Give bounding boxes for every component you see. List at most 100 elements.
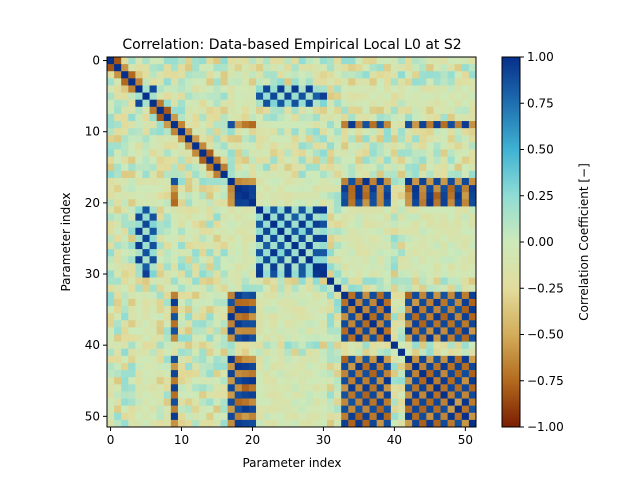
heatmap-cell: [227, 85, 236, 93]
heatmap-cell: [376, 92, 385, 101]
heatmap-cell: [199, 370, 207, 378]
heatmap-cell: [440, 85, 448, 93]
heatmap-cell: [412, 170, 420, 179]
heatmap-cell: [390, 170, 399, 179]
heatmap-cell: [263, 291, 271, 300]
heatmap-cell: [397, 163, 406, 172]
heatmap-cell: [277, 348, 285, 357]
heatmap-cell: [156, 99, 165, 108]
heatmap-cell: [291, 170, 299, 179]
heatmap-cell: [135, 320, 143, 328]
heatmap-cell: [355, 327, 363, 335]
heatmap-cell: [362, 377, 370, 385]
heatmap-cell: [256, 341, 264, 350]
heatmap-cell: [199, 419, 207, 428]
heatmap-cell: [341, 412, 349, 421]
heatmap-cell: [468, 99, 477, 108]
heatmap-cell: [461, 185, 470, 193]
heatmap-cell: [390, 135, 399, 143]
heatmap-cell: [234, 398, 243, 407]
heatmap-cell: [121, 362, 129, 371]
heatmap-cell: [383, 277, 392, 286]
heatmap-cell: [163, 206, 172, 214]
heatmap-cell: [369, 263, 378, 271]
heatmap-cell: [298, 177, 307, 186]
heatmap-cell: [440, 213, 448, 222]
heatmap-cell: [334, 242, 342, 250]
heatmap-cell: [426, 213, 434, 222]
heatmap-cell: [312, 128, 321, 136]
y-tick-label: 50: [85, 409, 100, 423]
heatmap-cell: [270, 398, 278, 407]
heatmap-cell: [121, 227, 129, 236]
heatmap-cell: [234, 149, 243, 157]
heatmap-cell: [170, 85, 179, 93]
heatmap-cell: [107, 227, 115, 236]
heatmap-cell: [121, 92, 129, 101]
heatmap-cell: [192, 213, 200, 222]
heatmap-cell: [440, 185, 448, 193]
heatmap-cell: [405, 384, 413, 392]
heatmap-cell: [163, 256, 172, 264]
heatmap-cell: [156, 306, 165, 314]
heatmap-cell: [256, 270, 264, 278]
heatmap-cell: [177, 113, 186, 122]
heatmap-cell: [263, 192, 271, 200]
heatmap-cell: [177, 234, 186, 243]
heatmap-cell: [199, 391, 207, 399]
heatmap-cell: [213, 256, 221, 264]
heatmap-cell: [461, 270, 470, 278]
heatmap-cell: [263, 284, 271, 293]
heatmap-cell: [256, 192, 264, 200]
heatmap-cell: [206, 163, 214, 172]
heatmap-cell: [149, 377, 158, 385]
heatmap-cell: [426, 106, 434, 115]
heatmap-cell: [312, 348, 321, 357]
heatmap-cell: [170, 92, 179, 101]
heatmap-cell: [355, 391, 363, 399]
heatmap-cell: [248, 206, 257, 214]
heatmap-cell: [149, 113, 158, 122]
heatmap-cell: [213, 170, 221, 179]
heatmap-cell: [213, 227, 221, 236]
heatmap-cell: [277, 106, 285, 115]
heatmap-cell: [468, 227, 477, 236]
heatmap-cell: [107, 327, 115, 335]
heatmap-cell: [447, 277, 456, 286]
heatmap-cell: [220, 156, 228, 165]
heatmap-cell: [142, 177, 150, 186]
heatmap-cell: [369, 121, 378, 129]
heatmap-cell: [348, 106, 356, 115]
heatmap-cell: [305, 71, 314, 79]
heatmap-cell: [192, 106, 200, 115]
heatmap-cell: [440, 149, 448, 157]
heatmap-cell: [177, 192, 186, 200]
heatmap-cell: [121, 177, 129, 186]
heatmap-cell: [277, 78, 285, 86]
heatmap-cell: [156, 263, 165, 271]
heatmap-cell: [206, 284, 214, 293]
heatmap-cell: [440, 92, 448, 101]
heatmap-cell: [192, 206, 200, 214]
heatmap-cell: [447, 163, 456, 172]
heatmap-cell: [326, 57, 335, 65]
heatmap-cell: [256, 177, 264, 186]
heatmap-cell: [156, 185, 165, 193]
heatmap-cell: [412, 99, 420, 108]
heatmap-cell: [135, 71, 143, 79]
heatmap-cell: [220, 113, 228, 122]
heatmap-cell: [405, 291, 413, 300]
heatmap-cell: [440, 249, 448, 257]
heatmap-cell: [192, 348, 200, 357]
heatmap-cell: [128, 99, 136, 108]
heatmap-cell: [305, 377, 314, 385]
heatmap-cell: [114, 85, 122, 93]
heatmap-cell: [376, 213, 385, 222]
heatmap-cell: [142, 419, 150, 428]
heatmap-cell: [376, 370, 385, 378]
heatmap-cell: [405, 234, 413, 243]
heatmap-cell: [149, 405, 158, 414]
heatmap-cell: [227, 249, 236, 257]
heatmap-cell: [305, 99, 314, 108]
heatmap-cell: [114, 106, 122, 115]
